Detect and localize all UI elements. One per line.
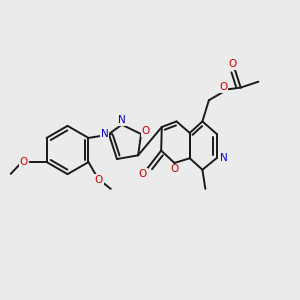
Text: O: O [170, 164, 178, 174]
Text: O: O [141, 126, 150, 136]
Text: N: N [118, 115, 126, 125]
Text: O: O [219, 82, 227, 92]
Text: N: N [220, 153, 228, 163]
Text: O: O [20, 157, 28, 167]
Text: N: N [100, 129, 108, 139]
Text: O: O [139, 169, 147, 179]
Text: O: O [228, 59, 237, 69]
Text: O: O [95, 175, 103, 185]
